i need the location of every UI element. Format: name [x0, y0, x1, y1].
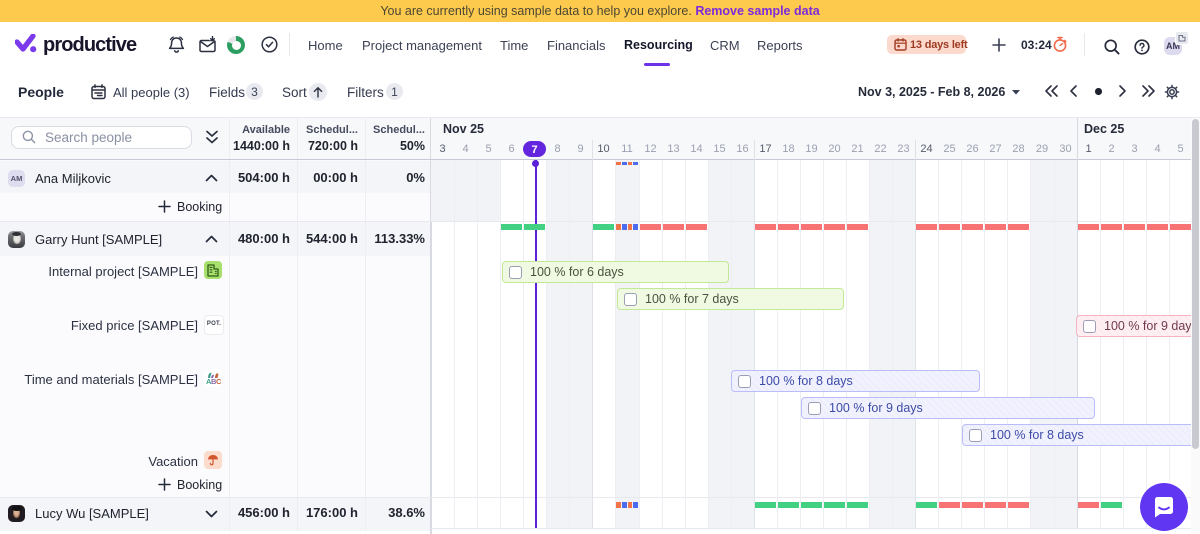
- svg-text:B: B: [211, 377, 217, 386]
- svg-text:C: C: [216, 377, 221, 386]
- svg-text:A: A: [206, 377, 212, 386]
